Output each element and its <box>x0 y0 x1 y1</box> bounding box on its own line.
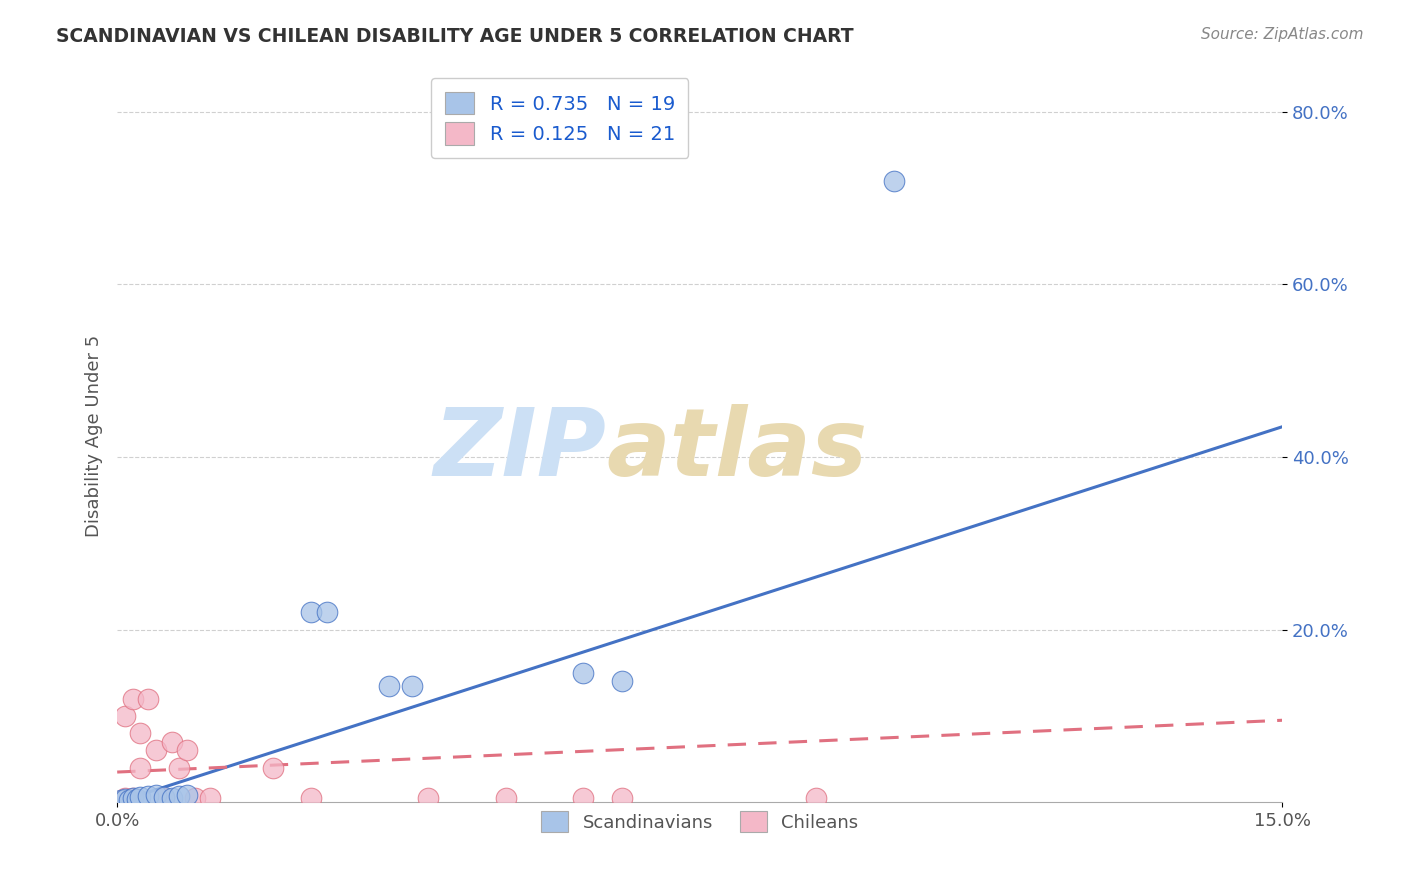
Text: ZIP: ZIP <box>433 404 606 496</box>
Point <box>200 791 222 805</box>
Point <box>152 790 174 805</box>
Point <box>883 174 905 188</box>
Point <box>121 691 143 706</box>
Point <box>572 791 595 805</box>
Point <box>145 789 167 803</box>
Point <box>129 790 152 805</box>
Y-axis label: Disability Age Under 5: Disability Age Under 5 <box>86 334 103 536</box>
Point <box>114 709 136 723</box>
Point <box>495 791 517 805</box>
Point <box>378 679 401 693</box>
Point <box>299 791 322 805</box>
Point <box>176 743 198 757</box>
Point <box>169 761 191 775</box>
Legend: Scandinavians, Chileans: Scandinavians, Chileans <box>529 798 872 845</box>
Point <box>145 743 167 757</box>
Point <box>129 761 152 775</box>
Point <box>169 789 191 804</box>
Point <box>118 793 141 807</box>
Point <box>160 791 183 805</box>
Point <box>315 605 337 619</box>
Point <box>176 789 198 803</box>
Point <box>262 761 284 775</box>
Point <box>121 791 143 805</box>
Point <box>806 791 828 805</box>
Point <box>572 665 595 680</box>
Point <box>610 674 633 689</box>
Text: SCANDINAVIAN VS CHILEAN DISABILITY AGE UNDER 5 CORRELATION CHART: SCANDINAVIAN VS CHILEAN DISABILITY AGE U… <box>56 27 853 45</box>
Point <box>121 791 143 805</box>
Point <box>114 792 136 806</box>
Point <box>401 679 423 693</box>
Text: Source: ZipAtlas.com: Source: ZipAtlas.com <box>1201 27 1364 42</box>
Point <box>129 726 152 740</box>
Point <box>184 791 207 805</box>
Point <box>114 791 136 805</box>
Point <box>136 789 159 804</box>
Point <box>125 792 148 806</box>
Point <box>152 791 174 805</box>
Point <box>160 735 183 749</box>
Point <box>299 605 322 619</box>
Text: atlas: atlas <box>606 404 868 496</box>
Point <box>610 791 633 805</box>
Point <box>110 793 132 807</box>
Point <box>136 691 159 706</box>
Point <box>416 791 439 805</box>
